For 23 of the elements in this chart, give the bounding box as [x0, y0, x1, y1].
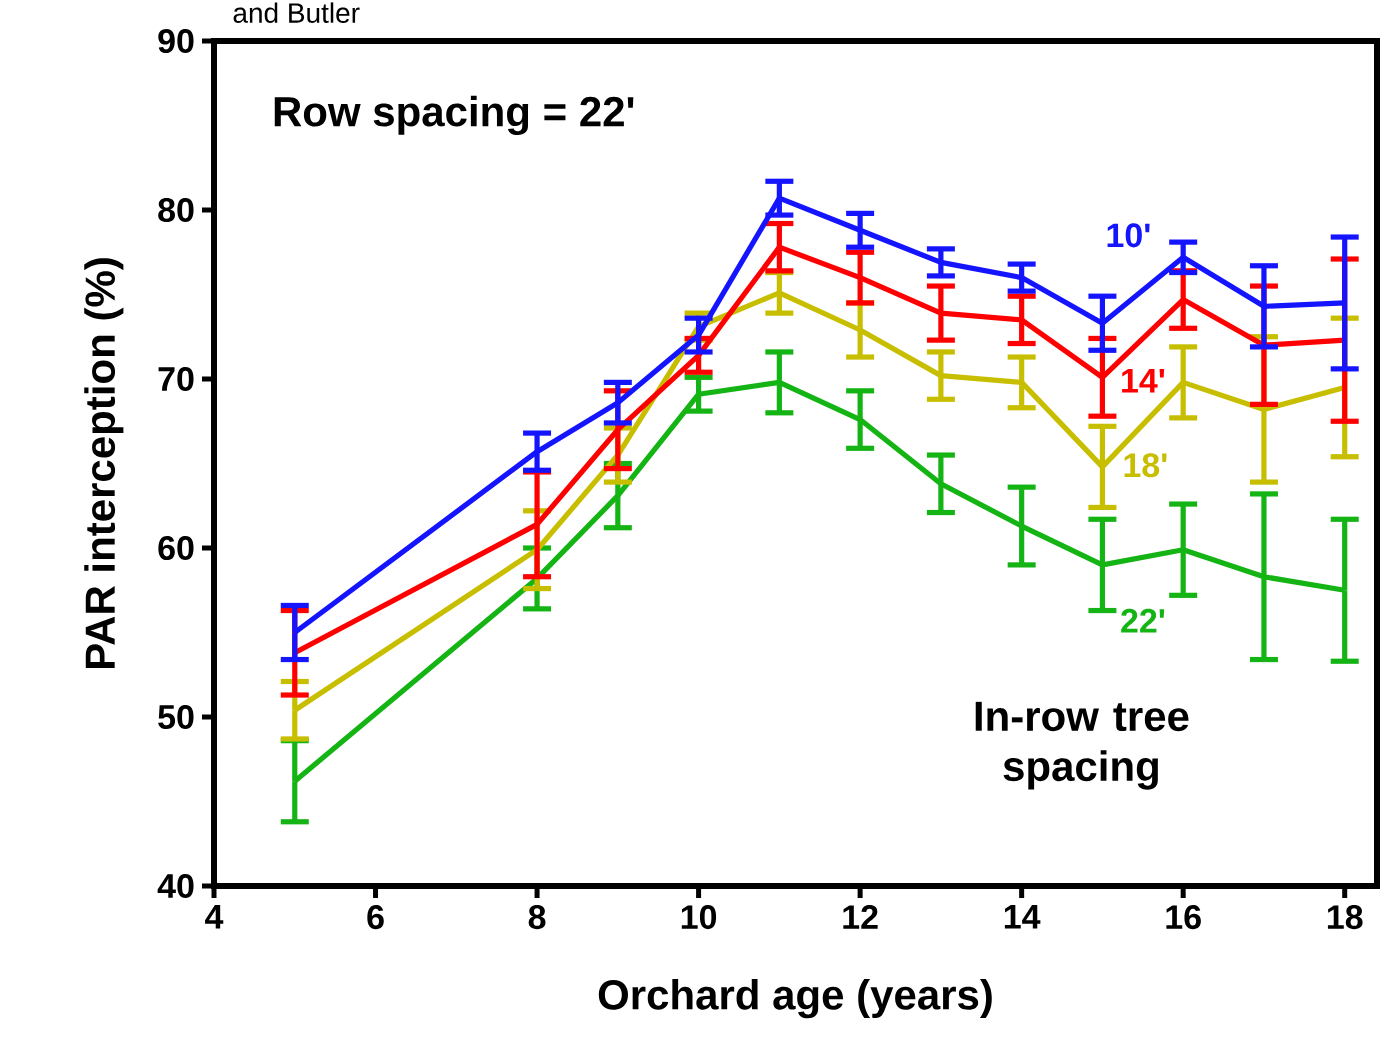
y-axis-title: PAR interception (%): [84, 258, 124, 668]
text: and Butler: [233, 2, 360, 23]
annotation: In-row tree spacing: [975, 701, 1189, 790]
x-axis-title: Orchard age (years): [598, 978, 992, 1019]
y-tick-label: 60: [158, 535, 194, 561]
y-tick-label: 90: [158, 28, 194, 54]
x-tick-label: 6: [367, 905, 384, 930]
y-tick-label: 80: [158, 197, 194, 223]
x-tick-label: 14: [1004, 905, 1041, 929]
series-label: 14': [1122, 368, 1165, 393]
x-tick-label: 12: [843, 905, 878, 929]
annotation: Row spacing = 22': [274, 95, 634, 136]
x-tick-label: 4: [205, 905, 224, 929]
series-label: 18': [1124, 453, 1167, 478]
series-label: 22': [1121, 608, 1165, 633]
series-label: 10': [1107, 223, 1150, 248]
x-tick-label: 8: [528, 905, 546, 930]
x-tick-label: 16: [1166, 905, 1201, 930]
x-tick-label: 10: [681, 905, 717, 930]
y-tick-label: 40: [157, 873, 194, 899]
y-tick-label: 70: [158, 366, 194, 392]
y-tick-label: 50: [158, 704, 194, 730]
x-tick-label: 18: [1327, 905, 1363, 930]
